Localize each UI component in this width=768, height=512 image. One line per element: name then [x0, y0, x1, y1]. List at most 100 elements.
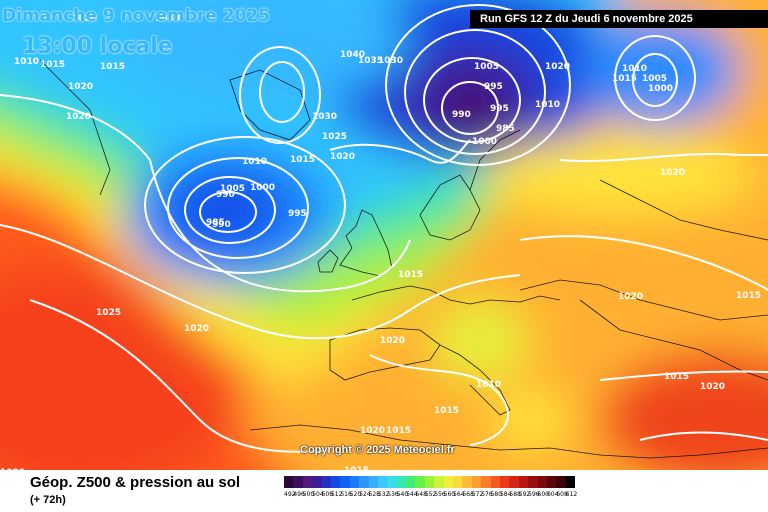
scale-swatch: [377, 476, 388, 488]
scale-swatch: [415, 476, 425, 488]
forecast-lead-time: (+ 72h): [30, 494, 66, 506]
scale-swatch: [481, 476, 491, 488]
scale-swatch: [406, 476, 416, 488]
isobar-lines: [0, 4, 768, 453]
scale-tick-label: 604: [546, 491, 559, 498]
color-scale-ticks: 492 496 500 504 508 512 516 520 524 528 532 536 540 5…: [284, 491, 578, 498]
scale-tick-label: 536: [387, 491, 399, 498]
scale-tick-label: 584: [499, 491, 512, 498]
scale-swatch: [321, 476, 331, 488]
scale-tick-label: 520: [349, 491, 362, 498]
scale-tick-label: 596: [528, 491, 540, 498]
isobar-label: 1015: [40, 60, 65, 70]
scale-tick-label: 528: [368, 491, 380, 498]
isobar-label: 1035: [358, 56, 383, 66]
isobar-label: 1020: [360, 426, 385, 436]
scale-tick-label: 552: [424, 491, 437, 498]
isobar-label: 1000: [472, 137, 497, 147]
scale-swatch: [359, 476, 369, 488]
isobar-label: 1025: [96, 308, 121, 318]
isobar-label: 1020: [330, 152, 355, 162]
isobar-label: 1005: [220, 184, 245, 194]
legend-title: Géop. Z500 & pression au sol: [30, 474, 241, 491]
isobar-label: 1010: [476, 380, 501, 390]
isobar-label: 1030: [312, 112, 337, 122]
scale-tick-label: 600: [537, 491, 549, 498]
scale-swatch: [340, 476, 350, 488]
scale-tick-label: 564: [453, 491, 465, 498]
isobar-label: 985: [496, 124, 515, 134]
scale-swatch: [312, 476, 322, 488]
scale-tick-label: 548: [415, 491, 427, 498]
isobar-label: 1015: [344, 466, 369, 470]
scale-tick-label: 532: [377, 491, 390, 498]
isobar-label: 995: [288, 209, 307, 219]
scale-swatch: [330, 476, 341, 488]
isobar-label: 1010: [14, 57, 39, 67]
isobar-label: 1020: [0, 468, 25, 470]
scale-swatch: [302, 476, 313, 488]
scale-swatch: [537, 476, 547, 488]
scale-tick-label: 556: [434, 491, 446, 498]
isobar-label: 1020: [545, 62, 570, 72]
scale-tick-label: 608: [556, 491, 568, 498]
scale-tick-label: 496: [293, 491, 305, 498]
scale-tick-label: 540: [396, 491, 409, 498]
isobar-label: 1015: [612, 74, 637, 84]
scale-swatch: [565, 476, 576, 488]
isobar-label: 1005: [642, 74, 667, 84]
isobar-label: 1000: [250, 183, 275, 193]
isobar-label: 995: [490, 104, 509, 114]
forecast-date: Dimanche 9 novembre 2025: [2, 6, 271, 26]
scale-swatch: [499, 476, 510, 488]
scale-tick-label: 580: [490, 491, 503, 498]
scale-tick-label: 500: [302, 491, 315, 498]
isobar-label: 1000: [648, 84, 673, 94]
isobar-label: 1020: [380, 336, 405, 346]
scale-swatch: [471, 476, 482, 488]
scale-swatch: [349, 476, 360, 488]
scale-swatch: [396, 476, 407, 488]
isobar-label: 1040: [155, 14, 180, 24]
scale-tick-label: 572: [471, 491, 484, 498]
isobar-label: 1010: [535, 100, 560, 110]
scale-tick-label: 568: [462, 491, 474, 498]
isobar-label: 1015: [398, 270, 423, 280]
scale-tick-label: 588: [509, 491, 521, 498]
scale-swatch: [424, 476, 435, 488]
scale-swatch: [387, 476, 397, 488]
isobar-label: 1015: [434, 406, 459, 416]
scale-tick-label: 504: [312, 491, 324, 498]
isobar-label: 995: [484, 82, 503, 92]
isobar-label: 1020: [184, 324, 209, 334]
scale-tick-label: 524: [359, 491, 371, 498]
scale-swatch: [490, 476, 500, 488]
scale-swatch: [443, 476, 454, 488]
isobar-label: 1015: [736, 291, 761, 301]
isobar-label: 985: [206, 218, 225, 228]
isobar-label: 990: [216, 190, 235, 200]
scale-tick-label: 612: [565, 491, 578, 498]
scale-tick-label: 544: [406, 491, 418, 498]
scale-swatch: [284, 476, 294, 488]
model-run-banner: Run GFS 12 Z du Jeudi 6 novembre 2025: [470, 10, 768, 28]
geopotential-color-scale: [284, 476, 576, 488]
scale-tick-label: 576: [481, 491, 493, 498]
scale-swatch: [453, 476, 463, 488]
isobar-label: 990: [212, 220, 231, 230]
isobar-label: 1020: [618, 292, 643, 302]
scale-swatch: [528, 476, 538, 488]
scale-swatch: [293, 476, 303, 488]
copyright-notice: Copyright © 2025 Meteociel.fr: [300, 444, 455, 456]
scale-swatch: [509, 476, 519, 488]
isobar-label: 1015: [100, 62, 125, 72]
isobar-label: 1030: [378, 56, 403, 66]
scale-swatch: [546, 476, 557, 488]
isobar-label: 1040: [340, 50, 365, 60]
isobar-label: 1020: [660, 168, 685, 178]
scale-swatch: [368, 476, 378, 488]
isobar-label: 1020: [68, 82, 93, 92]
isobar-label: 1015: [664, 372, 689, 382]
